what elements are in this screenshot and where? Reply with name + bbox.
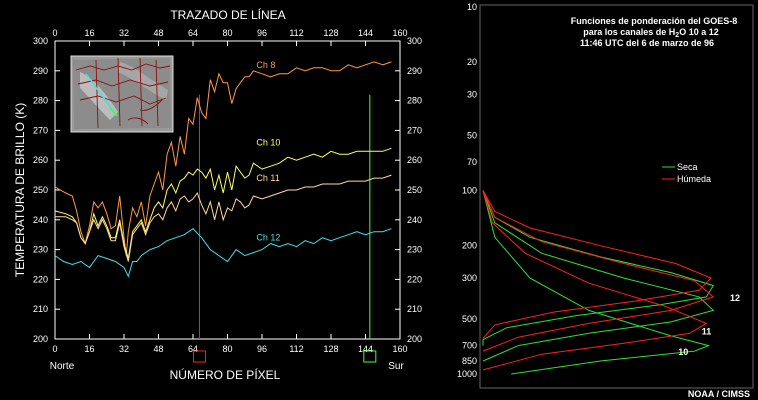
- legend-label-humeda: Húmeda: [677, 174, 711, 184]
- series-line-ch-11: [55, 174, 392, 262]
- y-tick-label-right: 280: [407, 96, 422, 106]
- x-tick-label-bottom: 144: [358, 344, 373, 354]
- pressure-tick-label: 30: [467, 90, 477, 100]
- x-tick-label-bottom: 64: [188, 344, 198, 354]
- right-chart-subtitle: para los canales de H2O 10 a 12: [583, 27, 718, 39]
- x-tick-label-top: 64: [188, 28, 198, 38]
- y-tick-label-left: 260: [33, 155, 48, 165]
- pressure-tick-label: 100: [462, 186, 477, 196]
- cursor-box: [192, 350, 206, 363]
- x-tick-label-top: 16: [84, 28, 94, 38]
- series-line-ch-12: [54, 228, 392, 278]
- x-tick-label-top: 80: [222, 28, 232, 38]
- left-chart-title: TRAZADO DE LÍNEA: [170, 7, 285, 22]
- x-tick-label-bottom: 0: [52, 344, 57, 354]
- weighting-curve-hmeda-11: [482, 190, 715, 352]
- y-tick-label-left: 270: [33, 125, 48, 135]
- y-tick-label-left: 240: [33, 215, 48, 225]
- y-tick-label-left: 200: [33, 334, 48, 344]
- x-tick-label-bottom: 128: [323, 344, 338, 354]
- pressure-tick-label: 70: [467, 157, 477, 167]
- y-tick-label-right: 220: [407, 274, 422, 284]
- y-tick-label-right: 240: [407, 215, 422, 225]
- x-tick-label-top: 32: [119, 28, 129, 38]
- sur-label: Sur: [388, 361, 404, 372]
- weighting-curve-hmeda-10: [482, 190, 708, 371]
- pressure-tick-label: 300: [462, 273, 477, 283]
- series-line-ch-10: [54, 147, 392, 259]
- weighting-curve-seca-11: [482, 190, 715, 362]
- pressure-tick-label: 20: [467, 57, 477, 67]
- x-tick-label-bottom: 16: [84, 344, 94, 354]
- x-tick-label-bottom: 48: [153, 344, 163, 354]
- pressure-tick-label: 50: [467, 130, 477, 140]
- x-tick-label-top: 128: [323, 28, 338, 38]
- x-tick-label-top: 96: [257, 28, 267, 38]
- x-tick-label-top: 0: [52, 28, 57, 38]
- series-label-ch-11: Ch 11: [256, 173, 279, 183]
- pressure-tick-label: 500: [462, 314, 477, 324]
- norte-label: Norte: [50, 361, 75, 372]
- y-tick-label-left: 300: [33, 36, 48, 46]
- weighting-curve-hmeda-12: [482, 190, 712, 339]
- series-label-ch-10: Ch 10: [256, 137, 280, 147]
- x-tick-label-top: 48: [153, 28, 163, 38]
- channel-label-10: 10: [678, 347, 688, 357]
- y-tick-label-right: 200: [407, 334, 422, 344]
- x-tick-label-top: 112: [289, 28, 303, 38]
- y-tick-label-right: 300: [407, 36, 422, 46]
- x-tick-label-top: 144: [358, 28, 373, 38]
- x-tick-label-bottom: 32: [119, 344, 129, 354]
- y-tick-label-right: 250: [407, 185, 422, 195]
- x-tick-label-bottom: 80: [222, 344, 232, 354]
- y-tick-label-left: 210: [33, 304, 48, 314]
- weighting-curve-seca-12: [482, 190, 715, 346]
- legend-label-seca: Seca: [677, 162, 698, 172]
- footer-credit: NOAA / CIMSS: [688, 389, 750, 399]
- x-tick-label-top: 160: [392, 28, 407, 38]
- pressure-tick-label: 700: [462, 341, 477, 351]
- y-tick-label-right: 260: [407, 155, 422, 165]
- y-tick-label-left: 220: [33, 274, 48, 284]
- right-plot-frame: [479, 4, 754, 389]
- right-chart-timestamp: 11:46 UTC del 6 de marzo de 96: [580, 38, 714, 48]
- pressure-tick-label: 850: [462, 356, 477, 366]
- x-tick-label-bottom: 96: [257, 344, 267, 354]
- channel-label-11: 11: [702, 327, 712, 337]
- satellite-inset-image: [70, 55, 174, 133]
- cursor-box: [363, 350, 377, 363]
- x-tick-label-bottom: 112: [289, 344, 303, 354]
- channel-label-12: 12: [730, 293, 740, 303]
- y-tick-label-left: 290: [33, 66, 48, 76]
- y-tick-label-left: 280: [33, 96, 48, 106]
- y-tick-label-left: 230: [33, 245, 48, 255]
- left-x-label: NÚMERO DE PÍXEL: [170, 367, 281, 382]
- y-tick-label-right: 270: [407, 125, 422, 135]
- y-tick-label-left: 250: [33, 185, 48, 195]
- y-tick-label-right: 290: [407, 66, 422, 76]
- series-label-ch-12: Ch 12: [256, 233, 280, 243]
- series-line-ch-8: [54, 61, 392, 256]
- pressure-tick-label: 1000: [457, 369, 477, 379]
- pressure-tick-label: 200: [462, 241, 477, 251]
- left-y-label: TEMPERATURA DE BRILLO (K): [13, 103, 27, 277]
- pressure-tick-label: 10: [467, 2, 477, 12]
- y-tick-label-right: 230: [407, 245, 422, 255]
- right-chart-title: Funciones de ponderación del GOES-8: [571, 16, 738, 26]
- x-tick-label-bottom: 160: [392, 344, 407, 354]
- series-label-ch-8: Ch 8: [256, 60, 275, 70]
- y-tick-label-right: 210: [407, 304, 422, 314]
